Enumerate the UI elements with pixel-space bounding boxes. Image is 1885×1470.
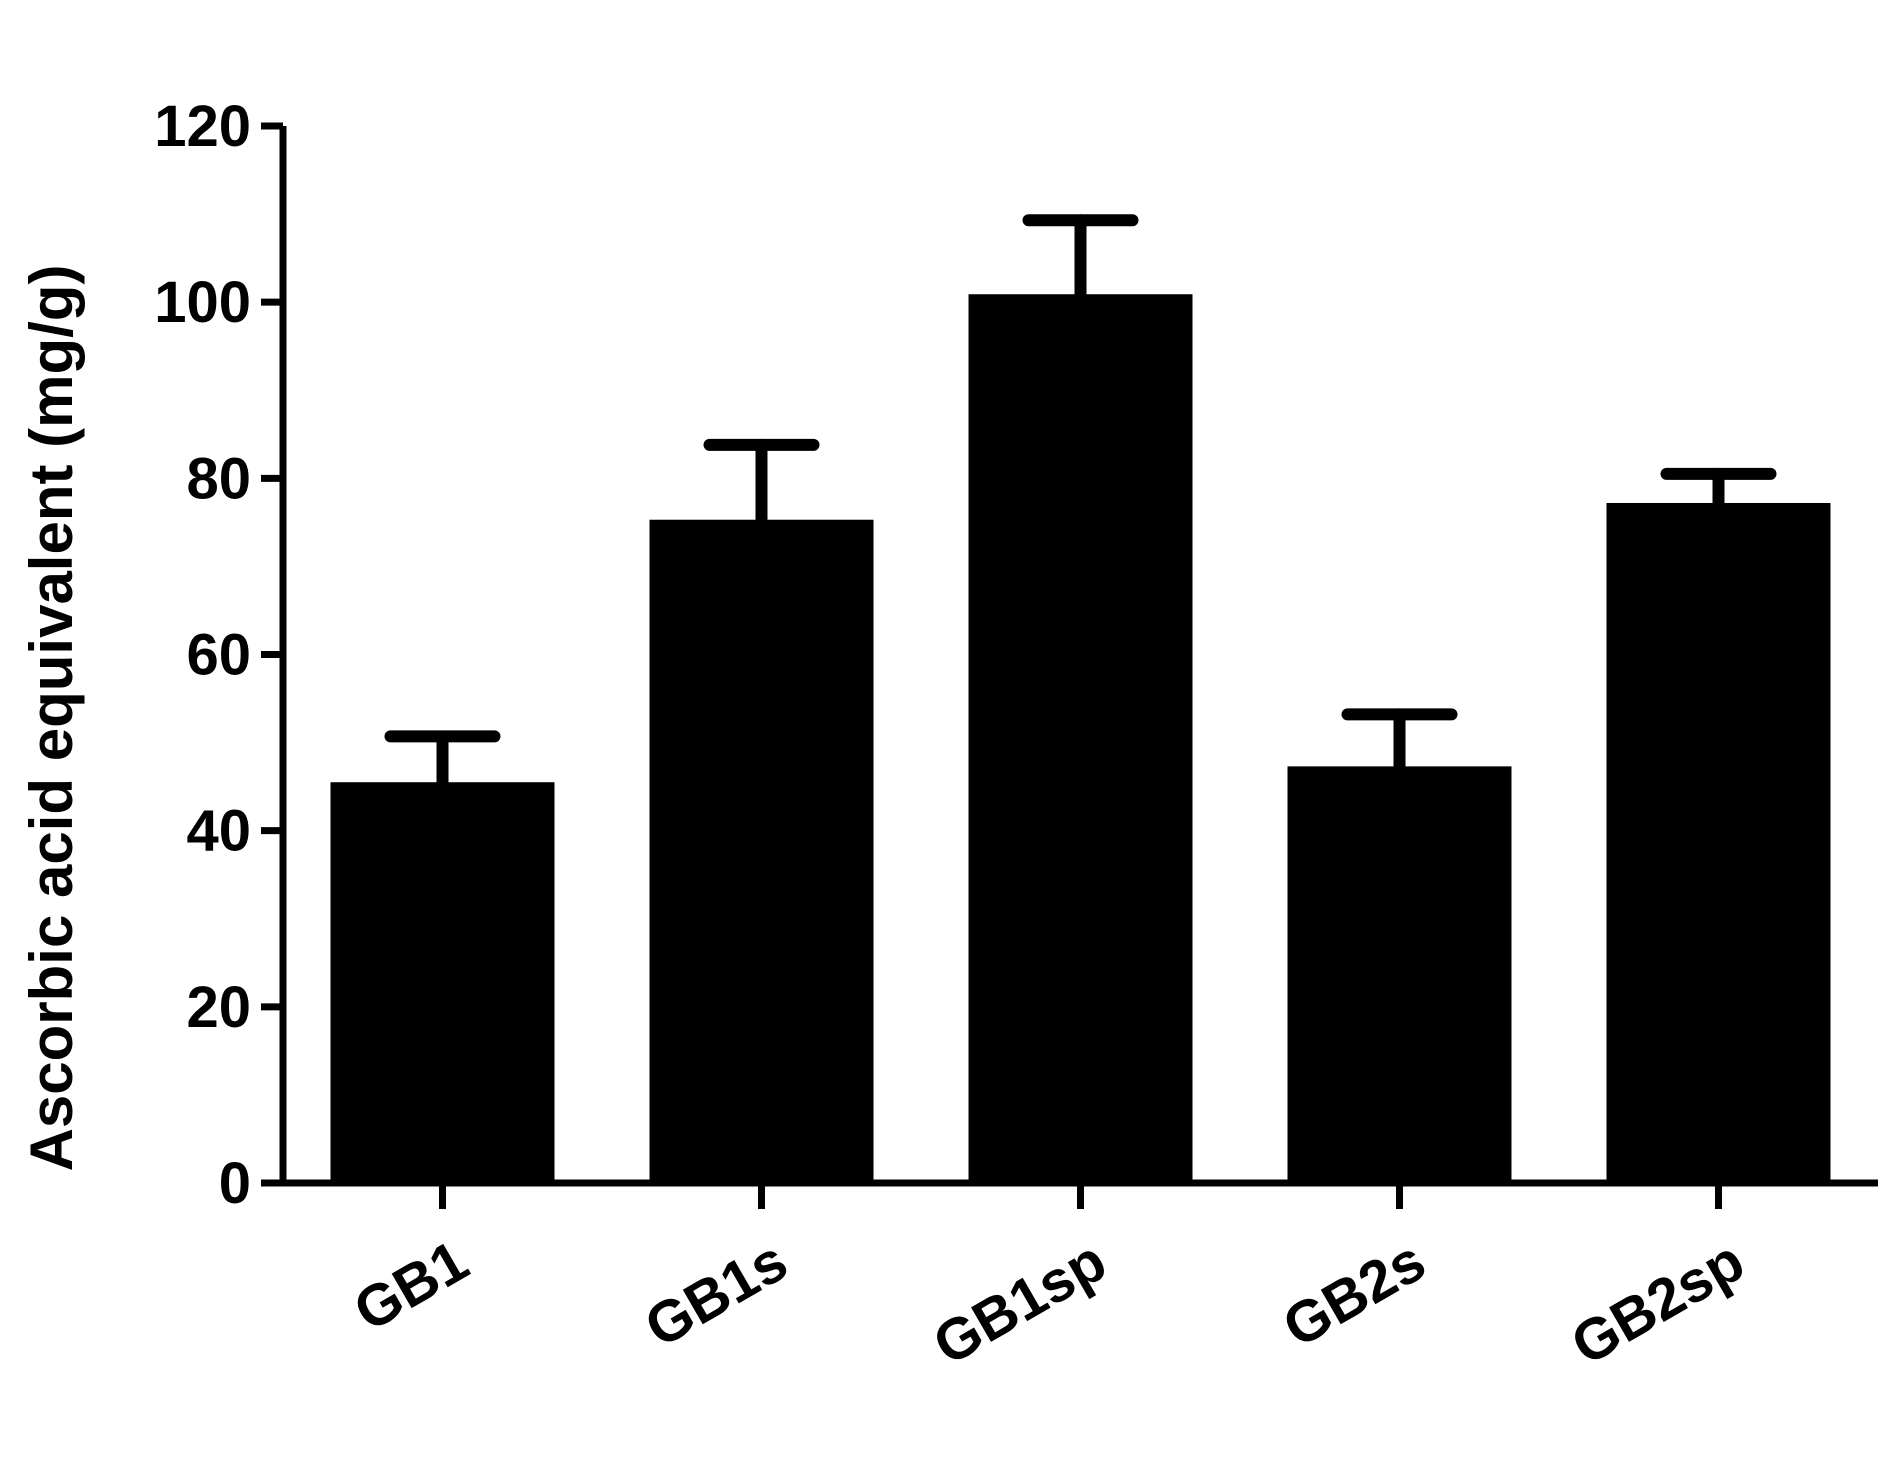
y-tick-label: 40 <box>186 799 251 864</box>
x-tick-label: GB2sp <box>1561 1228 1755 1378</box>
y-tick-label: 60 <box>186 623 251 688</box>
error-bar <box>1341 708 1458 773</box>
y-axis-title: Ascorbic acid equivalent (mg/g) <box>18 265 85 1172</box>
error-bar <box>703 438 820 526</box>
y-tick-label: 120 <box>154 94 251 159</box>
y-tick-label: 0 <box>219 1151 251 1216</box>
error-bar <box>1022 214 1139 301</box>
x-tick-label: GB1sp <box>923 1228 1117 1378</box>
y-tick-label: 100 <box>154 270 251 335</box>
x-tick-label: GB2s <box>1272 1228 1436 1360</box>
bar <box>649 519 874 1183</box>
x-tick-label: GB1 <box>343 1228 479 1344</box>
bar <box>968 294 1193 1184</box>
bar <box>1287 766 1512 1183</box>
bar <box>1606 502 1831 1183</box>
x-tick-label: GB1s <box>634 1228 798 1360</box>
y-tick-label: 80 <box>186 446 251 511</box>
error-bar <box>384 730 501 789</box>
y-tick-label: 20 <box>186 975 251 1040</box>
bar <box>330 782 555 1183</box>
error-bar <box>1660 467 1777 509</box>
